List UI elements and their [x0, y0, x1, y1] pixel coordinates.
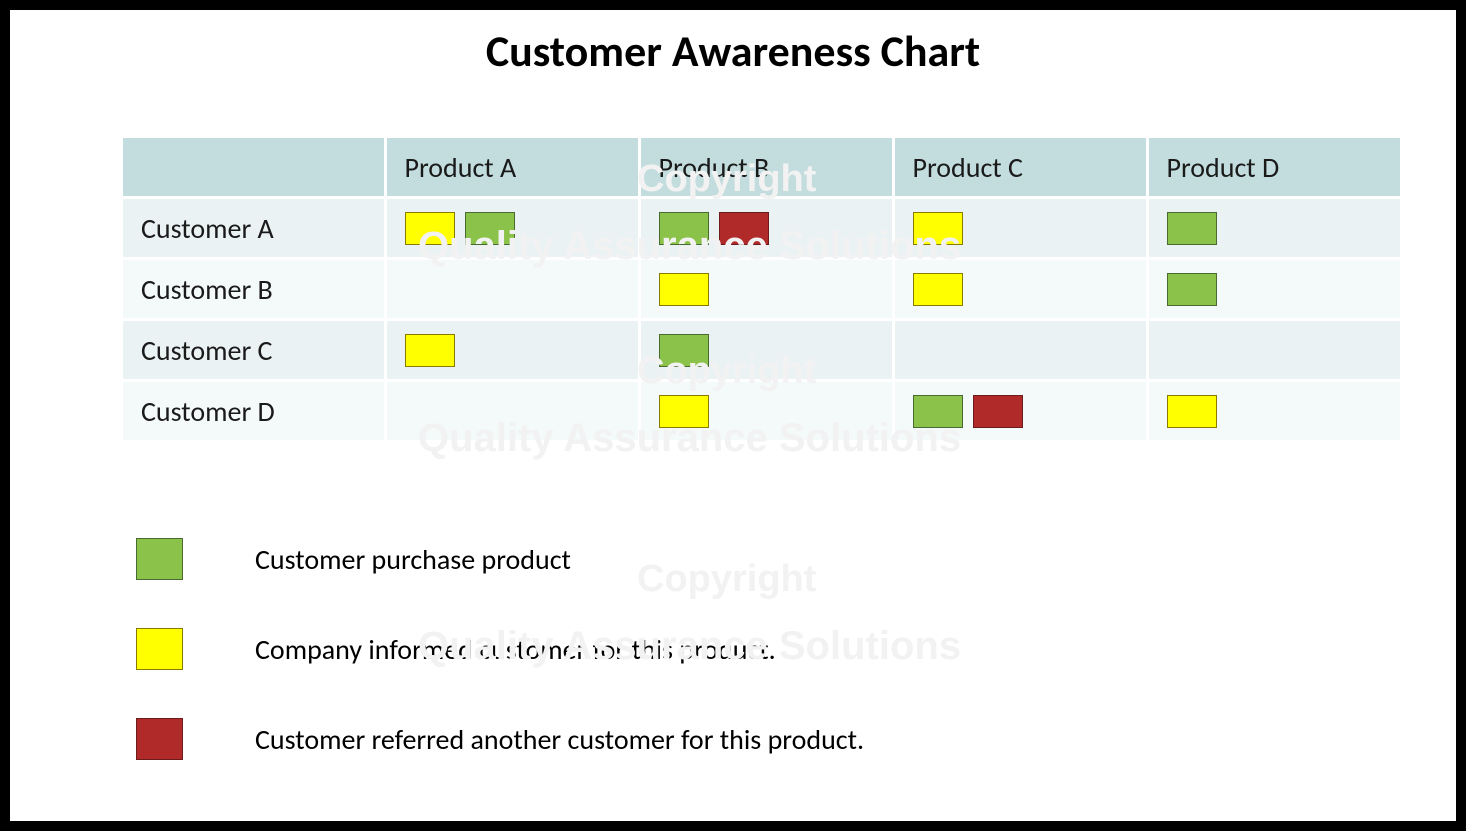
informed-swatch — [659, 395, 709, 428]
cell — [639, 198, 893, 259]
purchase-swatch — [659, 212, 709, 245]
cell — [1147, 320, 1401, 381]
purchase-swatch — [913, 395, 963, 428]
header-product-d: Product D — [1147, 138, 1401, 198]
referred-swatch — [719, 212, 769, 245]
table-row: Customer D — [123, 381, 1401, 442]
table-row: Customer B — [123, 259, 1401, 320]
legend-swatch — [136, 628, 183, 670]
header-product-c: Product C — [893, 138, 1147, 198]
header-blank — [123, 138, 385, 198]
cell — [893, 198, 1147, 259]
row-header: Customer D — [123, 381, 385, 442]
header-product-a: Product A — [385, 138, 639, 198]
table-body: Customer A Customer B Customer C — [123, 198, 1401, 442]
purchase-swatch — [1167, 212, 1217, 245]
legend-label: Customer referred another customer for t… — [255, 722, 864, 757]
cell — [385, 259, 639, 320]
table-row: Customer C — [123, 320, 1401, 381]
purchase-swatch — [659, 334, 709, 367]
legend-label: Customer purchase product — [255, 542, 571, 577]
header-product-b: Product B — [639, 138, 893, 198]
cell — [639, 320, 893, 381]
informed-swatch — [1167, 395, 1217, 428]
legend-item: Customer purchase product — [136, 538, 1456, 580]
cell — [1147, 198, 1401, 259]
cell — [639, 259, 893, 320]
table-row: Customer A — [123, 198, 1401, 259]
chart-title: Customer Awareness Chart — [10, 24, 1456, 78]
cell — [893, 320, 1147, 381]
chart-container: Customer Awareness Chart Product A Produ… — [0, 0, 1466, 831]
legend-item: Customer referred another customer for t… — [136, 718, 1456, 760]
informed-swatch — [913, 212, 963, 245]
referred-swatch — [973, 395, 1023, 428]
cell — [893, 381, 1147, 442]
informed-swatch — [405, 334, 455, 367]
informed-swatch — [913, 273, 963, 306]
awareness-table: Product A Product B Product C Product D … — [123, 138, 1403, 443]
cell — [1147, 381, 1401, 442]
cell — [385, 198, 639, 259]
row-header: Customer C — [123, 320, 385, 381]
purchase-swatch — [1167, 273, 1217, 306]
cell — [893, 259, 1147, 320]
row-header: Customer B — [123, 259, 385, 320]
legend-item: Company informed customer for this produ… — [136, 628, 1456, 670]
cell — [385, 320, 639, 381]
table-header-row: Product A Product B Product C Product D — [123, 138, 1401, 198]
legend: Customer purchase product Company inform… — [136, 538, 1456, 760]
cell — [1147, 259, 1401, 320]
cell — [639, 381, 893, 442]
cell — [385, 381, 639, 442]
informed-swatch — [659, 273, 709, 306]
row-header: Customer A — [123, 198, 385, 259]
legend-swatch — [136, 718, 183, 760]
legend-label: Company informed customer for this produ… — [255, 632, 776, 667]
informed-swatch — [405, 212, 455, 245]
legend-swatch — [136, 538, 183, 580]
purchase-swatch — [465, 212, 515, 245]
